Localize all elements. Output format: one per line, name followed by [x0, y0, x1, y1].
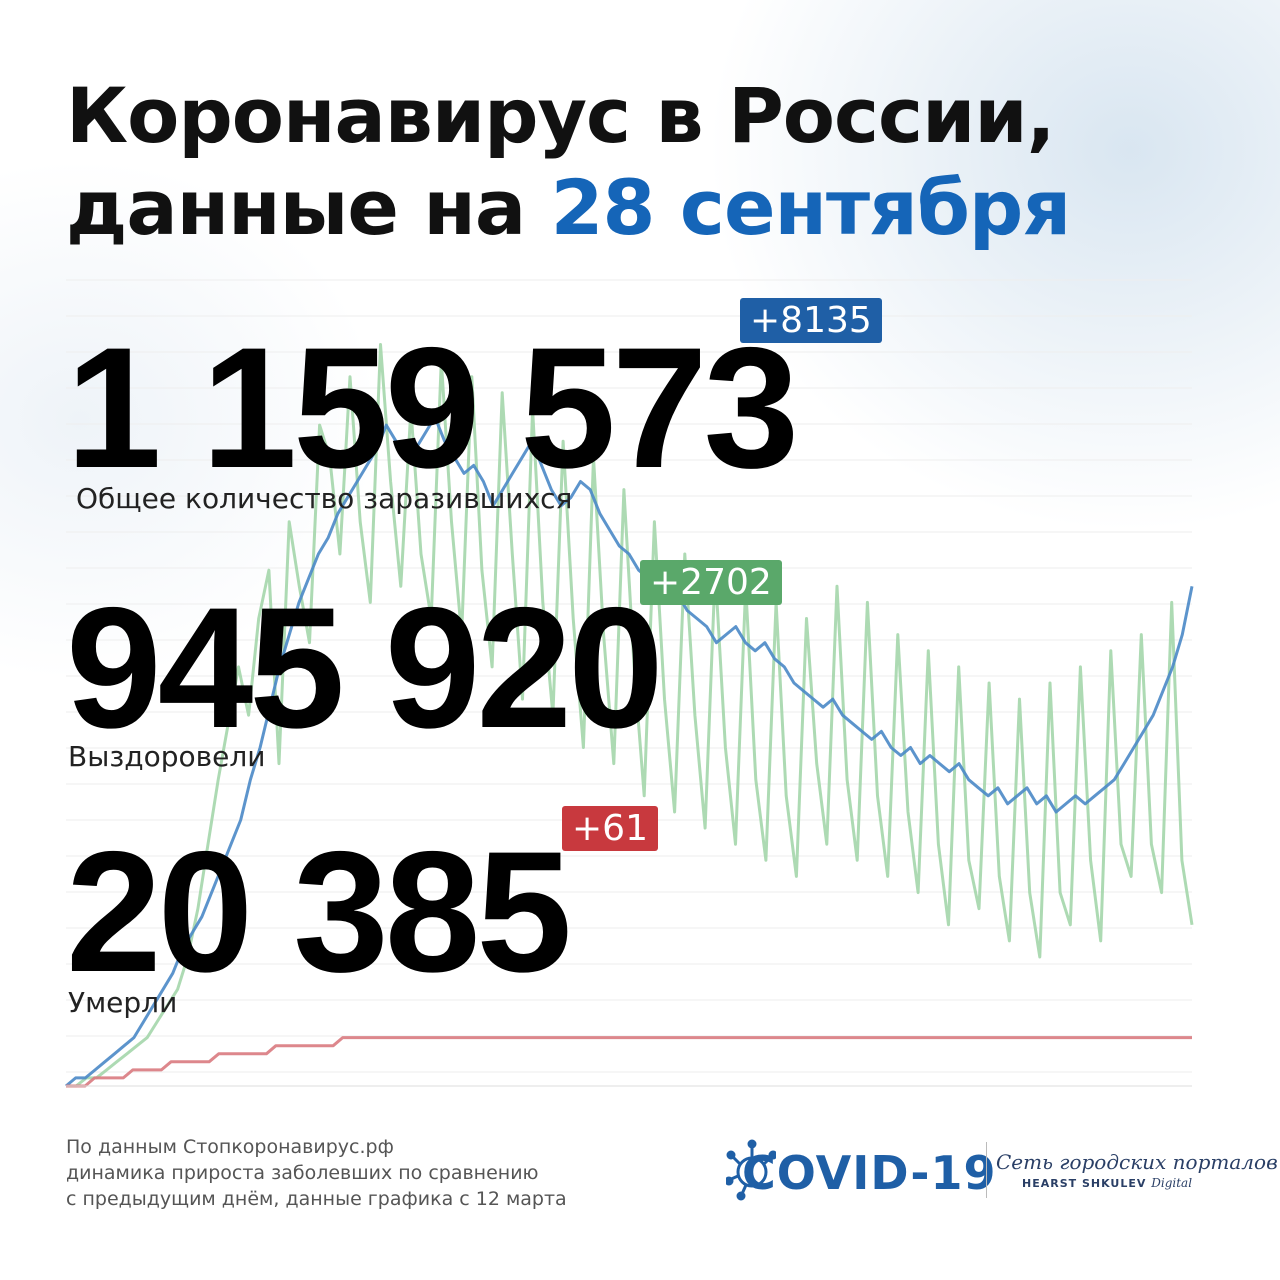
company-name-suffix: Digital [1151, 1176, 1193, 1190]
deaths-delta-badge: +61 [562, 806, 658, 851]
company-name: HEARST SHKULEV Digital [1022, 1176, 1192, 1190]
source-note-line-1: По данным Стопкоронавирус.рф [66, 1136, 394, 1158]
deaths-label: Умерли [68, 986, 178, 1019]
deaths-count: 20 385 [66, 816, 572, 1008]
virus-icon [726, 1139, 776, 1201]
infected-delta-badge: +8135 [740, 298, 882, 343]
source-note-line-2: динамика прироста заболевших по сравнени… [66, 1162, 539, 1184]
recovered-count: 945 920 [66, 572, 664, 764]
covid-logo-text: COVID-19 [742, 1146, 997, 1200]
recovered-delta-badge: +2702 [640, 560, 782, 605]
deaths-series-line [66, 1036, 1192, 1088]
network-name: Сеть городских порталов [996, 1150, 1278, 1174]
logo-divider [986, 1142, 987, 1198]
company-name-main: HEARST SHKULEV [1022, 1177, 1147, 1190]
source-note: По данным Стопкоронавирус.рф динамика пр… [66, 1134, 567, 1212]
infected-series-line [65, 415, 1194, 1088]
title-line-2: данные на 28 сентября [66, 162, 1071, 254]
source-note-line-3: с предыдущим днём, данные графика с 12 м… [66, 1188, 567, 1210]
chart-series-layer [65, 343, 1194, 1088]
infected-label: Общее количество заразившихся [76, 482, 573, 515]
title-line-1: Коронавирус в России, [66, 71, 1056, 160]
title-line-2-prefix: данные на [66, 163, 551, 252]
page-title: Коронавирус в России, данные на 28 сентя… [66, 70, 1071, 254]
infected-count: 1 159 573 [66, 312, 799, 504]
recovered-series-line [66, 343, 1194, 1088]
recovered-label: Выздоровели [68, 740, 266, 773]
title-date: 28 сентября [550, 163, 1071, 252]
